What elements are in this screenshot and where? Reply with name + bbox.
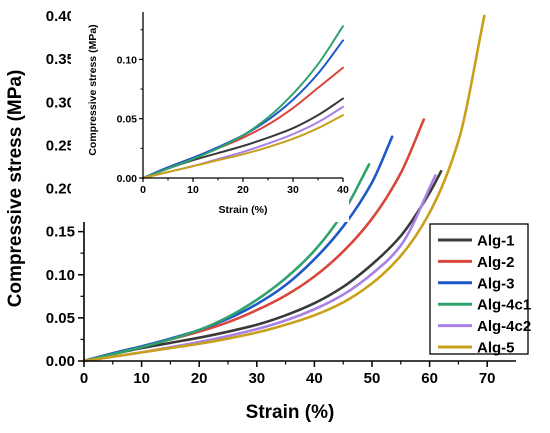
series-line-alg-4c1 [82,163,371,363]
inset-x-tick-label: 0 [140,184,146,196]
main-y-tick-label: 0.10 [46,267,75,284]
main-x-tick-label: 30 [248,370,265,387]
main-y-tick-label: 0.20 [46,181,75,198]
main-x-tick-label: 60 [421,370,438,387]
inset-x-tick-label: 20 [237,184,249,196]
inset-series-line-3 [142,25,344,179]
main-x-tick-label: 50 [364,370,381,387]
inset-y-tick-label: 0.00 [117,173,138,185]
legend-label: Alg-4c1 [477,297,531,314]
legend-label: Alg-3 [477,275,515,292]
inset-plot-series [142,25,344,179]
inset-x-tick-label: 40 [337,184,349,196]
main-x-tick-label: 20 [191,370,208,387]
legend: Alg-1 Alg-2 Alg-3 Alg-4c1 Alg-4c2 Alg-5 [429,223,531,357]
inset-y-tick-label: 0.05 [117,114,138,126]
series-line-alg-5 [82,14,486,363]
main-y-tick-label: 0.00 [46,353,75,370]
legend-label: Alg-2 [477,254,515,271]
legend-box [429,223,529,355]
main-x-tick-label: 70 [479,370,496,387]
main-y-axis-title: Compressive stress (MPa) [5,70,26,308]
inset-x-axis-title: Strain (%) [218,204,267,216]
inset-y-tick-label: 0.10 [117,54,138,66]
main-x-axis-title: Strain (%) [246,402,335,423]
inset-y-axis-title: Compressive stress (MPa) [87,24,99,155]
main-y-tick-label: 0.15 [46,224,75,241]
legend-label: Alg-1 [477,233,515,250]
main-y-tick-label: 0.30 [46,94,75,111]
legend-label: Alg-5 [477,340,515,357]
main-x-tick-label: 0 [80,370,88,387]
main-y-tick-label: 0.35 [46,51,75,68]
main-y-tick-label: 0.40 [46,8,75,25]
main-y-tick-label: 0.05 [46,310,75,327]
inset-x-tick-label: 30 [287,184,299,196]
inset-background [71,4,349,222]
main-x-tick-label: 40 [306,370,323,387]
main-plot-series [82,14,486,363]
main-x-tick-label: 10 [133,370,150,387]
legend-label: Alg-4c2 [477,318,531,335]
inset-x-tick-label: 10 [187,184,199,196]
main-y-tick-label: 0.25 [46,137,75,154]
inset-series-line-5 [142,114,344,179]
